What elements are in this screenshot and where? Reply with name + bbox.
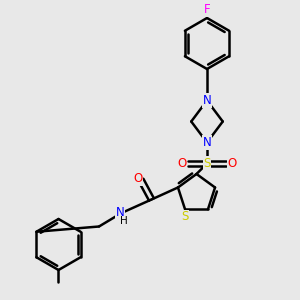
Text: N: N xyxy=(116,206,124,220)
Text: H: H xyxy=(120,216,128,226)
Text: O: O xyxy=(134,172,142,185)
Text: O: O xyxy=(227,157,236,170)
Text: S: S xyxy=(182,210,189,223)
Text: N: N xyxy=(202,94,211,107)
Text: O: O xyxy=(178,157,187,170)
Text: S: S xyxy=(203,157,211,170)
Text: F: F xyxy=(204,3,210,16)
Text: N: N xyxy=(202,136,211,149)
